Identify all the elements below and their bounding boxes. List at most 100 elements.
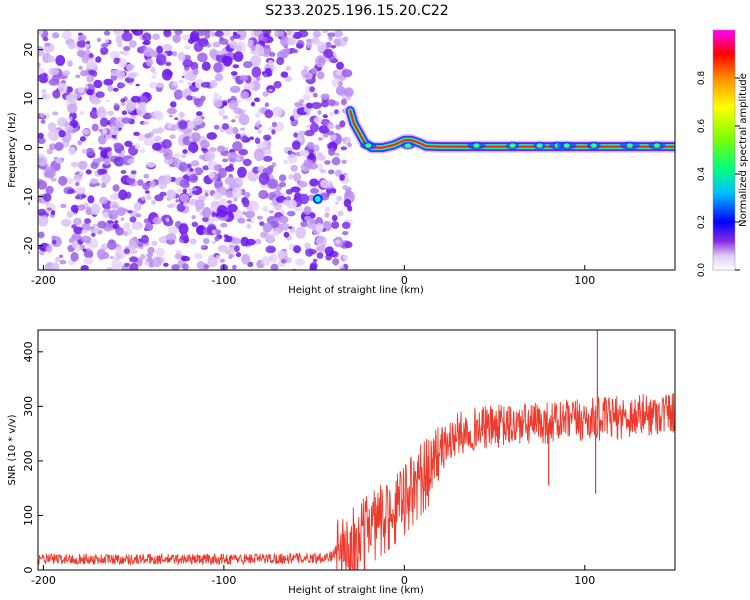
noise-blob [97, 134, 107, 145]
snr-frame [37, 329, 676, 571]
noise-blob [95, 56, 102, 63]
noise-blob [263, 72, 268, 78]
noise-blob [311, 102, 322, 109]
noise-blob [278, 174, 287, 182]
noise-blob [324, 246, 335, 257]
noise-blob [149, 81, 158, 89]
noise-blob [244, 82, 255, 90]
noise-blob [180, 232, 189, 241]
noise-blob [209, 79, 218, 89]
noise-blob [105, 99, 110, 103]
noise-blob [81, 56, 89, 64]
noise-blob [322, 120, 328, 127]
noise-blob [241, 253, 251, 265]
noise-blob [182, 59, 193, 68]
noise-blob [251, 80, 261, 91]
noise-blob [212, 240, 217, 244]
noise-blob [176, 188, 183, 193]
noise-blob [156, 45, 164, 54]
noise-blob [277, 250, 288, 261]
noise-blob [107, 85, 114, 92]
colorbar-ticks: 0.0 0.2 0.4 0.6 0.8 [697, 71, 740, 277]
noise-blob [256, 120, 261, 125]
noise-blob [203, 264, 210, 269]
noise-blob [245, 205, 253, 211]
noise-blob [88, 69, 95, 75]
noise-blob [261, 256, 271, 266]
noise-blob [327, 99, 336, 106]
noise-blob [188, 188, 193, 193]
noise-blob [259, 221, 265, 227]
noise-blob [307, 76, 312, 80]
noise-blob [214, 73, 224, 82]
noise-blob [286, 210, 296, 217]
noise-blob [208, 172, 215, 179]
noise-blob [287, 153, 298, 164]
noise-blob [338, 80, 343, 87]
trace-lump-core [404, 143, 411, 148]
noise-blob [154, 135, 162, 141]
noise-blob [334, 109, 339, 115]
noise-blob [38, 208, 47, 216]
noise-blob [225, 235, 233, 243]
noise-blob [95, 91, 105, 98]
noise-blob [204, 192, 209, 197]
noise-blob [107, 151, 113, 158]
noise-blob [216, 50, 225, 56]
noise-blob [68, 146, 76, 156]
noise-blob [103, 30, 111, 36]
noise-blob [85, 147, 95, 156]
noise-blob [73, 226, 84, 235]
noise-blob [143, 121, 150, 126]
noise-blob [267, 59, 274, 66]
noise-blob [174, 117, 179, 121]
noise-blob [101, 128, 108, 135]
noise-blob [250, 101, 256, 107]
noise-blob [227, 200, 232, 204]
noise-blob [38, 132, 44, 139]
noise-blob [90, 178, 99, 185]
noise-blob [165, 217, 170, 223]
x-tick-label: -200 [31, 274, 56, 287]
noise-blob [67, 60, 73, 67]
noise-blob [146, 252, 154, 258]
noise-blob [115, 35, 123, 44]
noise-blob [264, 102, 270, 107]
y-tick-label: -20 [22, 237, 35, 255]
noise-blob [214, 235, 220, 242]
noise-blob [101, 243, 108, 251]
noise-blob [179, 178, 190, 188]
noise-blob [182, 188, 187, 194]
noise-blob [241, 135, 248, 143]
noise-blob [38, 137, 46, 145]
noise-blob [153, 110, 162, 117]
noise-blob [317, 137, 324, 141]
noise-blob [219, 258, 225, 263]
noise-blob [201, 61, 211, 71]
noise-blob [167, 204, 174, 209]
noise-blob [68, 116, 73, 121]
noise-blob [105, 146, 112, 153]
noise-blob [113, 142, 122, 149]
noise-blob [207, 254, 218, 268]
noise-blob [340, 98, 347, 106]
noise-blob [309, 178, 319, 187]
noise-blob [106, 267, 114, 270]
noise-blob [276, 57, 285, 66]
noise-blob [131, 222, 140, 231]
noise-blob [54, 142, 64, 151]
noise-blob [285, 189, 293, 195]
noise-blob [116, 207, 126, 216]
noise-blob [84, 84, 89, 89]
noise-blob [186, 151, 193, 155]
noise-blob [309, 122, 319, 133]
noise-blob [299, 149, 310, 157]
noise-blob [182, 34, 191, 41]
noise-blob [123, 208, 128, 212]
noise-blob [214, 30, 224, 37]
noise-blob [224, 165, 235, 172]
noise-blob [100, 47, 109, 55]
noise-blob [79, 170, 84, 175]
